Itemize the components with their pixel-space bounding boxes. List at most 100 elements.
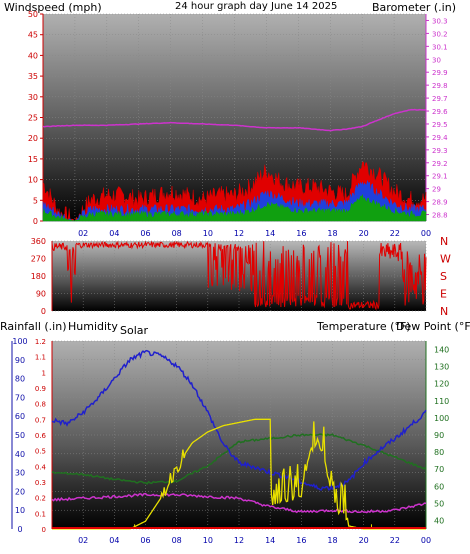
barometer-tick-label: 29.5 xyxy=(432,121,448,129)
humidity-tick-label: 30 xyxy=(15,469,25,478)
humidity-series xyxy=(51,349,427,491)
rainfall-tick-label: 0.3 xyxy=(35,479,46,487)
temperature-tick-label: 110 xyxy=(434,397,449,406)
barometer-tick-label: 29.3 xyxy=(432,147,448,155)
barometer-tick-label: 29 xyxy=(432,186,441,194)
rainfall-tick-label: 1.1 xyxy=(35,354,46,362)
windspeed-tick-label: 40 xyxy=(28,51,38,60)
compass-label: N xyxy=(440,235,448,248)
rain-panel-series xyxy=(51,349,427,530)
humidity-tick-label: 20 xyxy=(15,487,25,496)
rainfall-tick-label: 0.2 xyxy=(35,495,46,503)
mid-x-ticks: 02 04 06 08 10 12 14 16 18 20 22 00 xyxy=(78,229,431,238)
rainfall-tick-label: 0.9 xyxy=(35,385,46,393)
x-tick-label: 02 xyxy=(78,536,88,545)
temperature-series xyxy=(51,433,427,485)
x-tick-label: 06 xyxy=(140,229,150,238)
windspeed-tick-label: 20 xyxy=(28,134,38,143)
rainfall-tick-label: 0.1 xyxy=(35,510,46,518)
barometer-axis-label: Barometer (.in) xyxy=(372,1,456,14)
temperature-ticks: 40 50 60 70 80 90 100 110 120 130 140 xyxy=(425,341,449,529)
wind-panel-series xyxy=(42,108,427,222)
x-tick-label: 22 xyxy=(390,229,400,238)
compass-label: N xyxy=(440,305,448,318)
humidity-tick-label: 0 xyxy=(17,525,22,534)
barometer-tick-label: 29.9 xyxy=(432,69,448,77)
rainfall-tick-label: 0.5 xyxy=(35,448,46,456)
windspeed-tick-label: 15 xyxy=(28,155,38,164)
humidity-tick-label: 50 xyxy=(15,431,25,440)
temperature-tick-label: 140 xyxy=(434,346,449,355)
barometer-tick-label: 30 xyxy=(432,56,441,64)
compass-label: W xyxy=(440,253,451,266)
x-tick-label: 08 xyxy=(172,536,182,545)
humidity-tick-label: 80 xyxy=(15,375,25,384)
wind-direction-series xyxy=(51,240,427,311)
barometer-tick-label: 29.2 xyxy=(432,160,448,168)
x-tick-label: 18 xyxy=(327,229,337,238)
barometer-tick-label: 30.2 xyxy=(432,30,448,38)
compass-label: E xyxy=(440,288,447,301)
x-tick-label: 10 xyxy=(203,536,213,545)
rainfall-tick-label: 0.6 xyxy=(35,432,47,440)
rainfall-tick-label: 0.4 xyxy=(35,463,47,471)
x-tick-label: 12 xyxy=(234,229,244,238)
temperature-tick-label: 50 xyxy=(434,499,444,508)
temperature-axis-label: Temperature (°F) xyxy=(316,320,411,333)
temperature-tick-label: 80 xyxy=(434,448,444,457)
barometer-tick-label: 29.1 xyxy=(432,173,448,181)
barometer-tick-label: 28.8 xyxy=(432,212,448,220)
x-tick-label: 08 xyxy=(172,229,182,238)
windlow-series xyxy=(42,193,427,222)
rainfall-tick-label: 0.7 xyxy=(35,416,46,424)
barometer-tick-label: 30.1 xyxy=(432,43,448,51)
dewpoint-series xyxy=(51,492,427,514)
barometer-tick-label: 30.3 xyxy=(432,17,448,25)
temperature-tick-label: 120 xyxy=(434,380,449,389)
windspeed-axis-label: Windspeed (mph) xyxy=(4,1,102,14)
rainfall-tick-label: 0 xyxy=(42,526,46,534)
x-tick-label: 02 xyxy=(78,229,88,238)
humidity-tick-label: 100 xyxy=(12,337,27,346)
temperature-tick-label: 60 xyxy=(434,482,444,491)
x-tick-label: 04 xyxy=(109,229,119,238)
humidity-tick-label: 90 xyxy=(15,356,25,365)
temperature-tick-label: 70 xyxy=(434,465,444,474)
direction-tick-label: 90 xyxy=(36,290,46,299)
barometer-tick-label: 29.6 xyxy=(432,108,448,116)
x-tick-label: 20 xyxy=(359,229,369,238)
rainfall-tick-label: 0.8 xyxy=(35,401,46,409)
x-tick-label: 14 xyxy=(265,229,275,238)
barometer-series xyxy=(42,108,427,132)
rainfall-tick-label: 1 xyxy=(42,369,46,377)
x-tick-label: 20 xyxy=(359,536,369,545)
temperature-tick-label: 90 xyxy=(434,431,444,440)
bottom-x-ticks: 02 04 06 08 10 12 14 16 18 20 22 00 xyxy=(78,536,431,545)
barometer-tick-label: 28.9 xyxy=(432,199,448,207)
humidity-axis-label: Humidity xyxy=(68,320,118,333)
dewpoint-axis-label: Dew Point (°F) xyxy=(396,320,470,333)
direction-tick-label: 180 xyxy=(31,272,46,281)
x-tick-label: 10 xyxy=(203,229,213,238)
humidity-tick-label: 70 xyxy=(15,393,25,402)
windspeed-tick-label: 30 xyxy=(28,93,38,102)
x-tick-label: 00 xyxy=(421,536,431,545)
direction-series xyxy=(51,240,427,311)
direction-tick-label: 360 xyxy=(31,237,46,246)
solar-axis-label: Solar xyxy=(120,324,149,337)
x-tick-label: 22 xyxy=(390,536,400,545)
humidity-ticks: 0 10 20 30 40 50 60 70 80 90 100 xyxy=(11,337,28,534)
humidity-tick-label: 10 xyxy=(15,506,25,515)
temperature-tick-label: 130 xyxy=(434,363,449,372)
windspeed-ticks: 0 5 10 15 20 25 30 35 40 45 50 xyxy=(28,10,44,226)
direction-degree-ticks: 0 90 180 270 360 xyxy=(31,237,53,316)
compass-label: S xyxy=(440,270,447,283)
x-tick-label: 14 xyxy=(265,536,275,545)
temperature-tick-label: 40 xyxy=(434,516,444,525)
humidity-tick-label: 40 xyxy=(15,450,25,459)
x-tick-label: 00 xyxy=(421,229,431,238)
windspeed-tick-label: 35 xyxy=(28,72,38,81)
temperature-tick-label: 100 xyxy=(434,414,449,423)
